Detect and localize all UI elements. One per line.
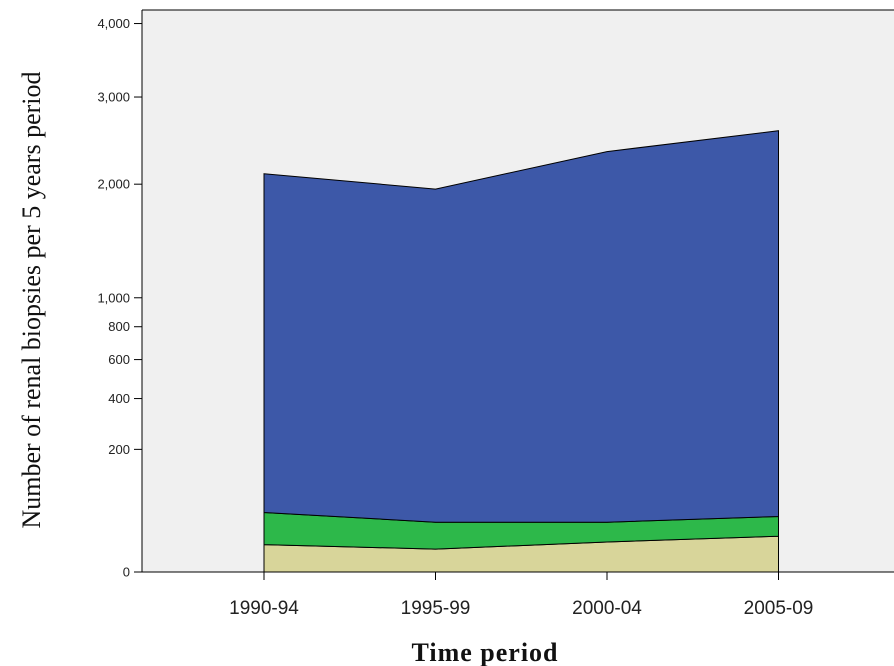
y-ticks-group: 0 200 400 600 800 1,000 2,000 3,000 4,000	[97, 16, 142, 580]
y-tick-label: 200	[108, 442, 130, 457]
y-tick-label: 4,000	[97, 16, 130, 31]
x-tick-label: 1990-94	[229, 598, 299, 619]
y-axis-label: Number of renal biopsies per 5 years per…	[17, 71, 46, 528]
x-tick-label: 1995-99	[401, 598, 471, 619]
y-tick-label: 0	[123, 565, 130, 580]
x-tick-label: 2000-04	[572, 598, 642, 619]
x-axis-label: Time period	[411, 638, 558, 666]
x-ticks-group: 1990-94 1995-99 2000-04 2005-09	[229, 572, 813, 619]
y-tick-label: 400	[108, 391, 130, 406]
y-tick-label: 800	[108, 319, 130, 334]
y-tick-label: 2,000	[97, 177, 130, 192]
area-series-group	[263, 130, 779, 573]
y-tick-label: 3,000	[97, 90, 130, 105]
x-tick-label: 2005-09	[744, 598, 814, 619]
y-tick-label: 600	[108, 352, 130, 367]
y-tick-label: 1,000	[97, 290, 130, 305]
area-series-3	[263, 130, 779, 523]
